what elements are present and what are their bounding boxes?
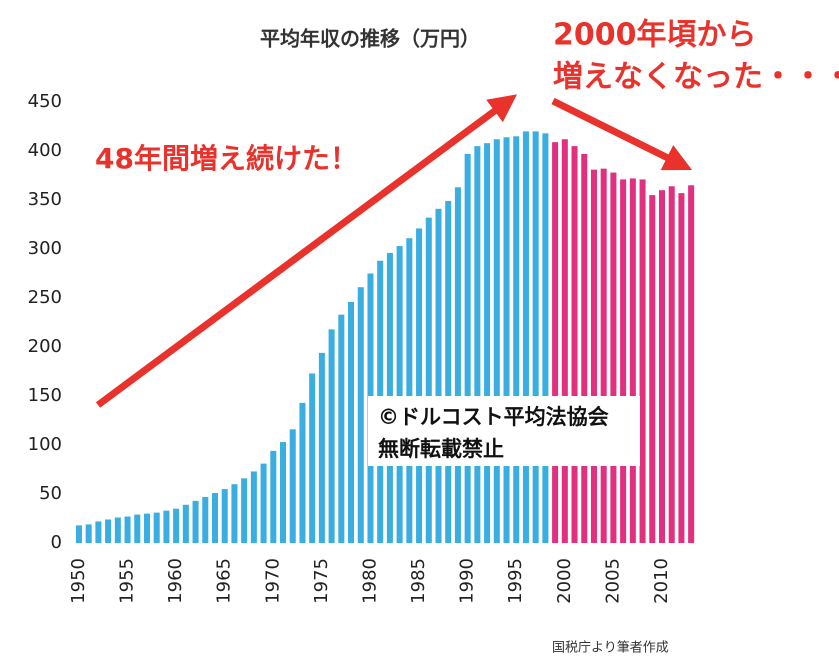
y-tick-label: 450 bbox=[28, 91, 62, 112]
source: 国税庁より筆者作成 bbox=[552, 641, 669, 656]
bar bbox=[280, 442, 287, 543]
bar bbox=[590, 169, 597, 543]
bar bbox=[542, 133, 549, 544]
bar bbox=[503, 137, 510, 543]
bar bbox=[338, 314, 345, 543]
bar bbox=[163, 510, 170, 543]
bar bbox=[561, 139, 568, 544]
bar bbox=[153, 512, 160, 543]
x-tick-label: 1960 bbox=[165, 558, 186, 604]
bar bbox=[211, 493, 219, 543]
annotation: 48年間増え続けた！ bbox=[95, 142, 358, 175]
bar bbox=[270, 450, 277, 543]
x-tick-label: 2005 bbox=[602, 558, 623, 604]
y-tick-label: 400 bbox=[28, 140, 62, 161]
bar bbox=[532, 131, 539, 543]
bar bbox=[416, 228, 423, 544]
y-tick-label: 50 bbox=[39, 483, 62, 504]
x-tick-label: 1965 bbox=[214, 558, 235, 604]
x-tick-label: 1980 bbox=[359, 558, 380, 604]
bar bbox=[649, 195, 656, 543]
bar bbox=[493, 139, 500, 544]
x-tick-label: 1975 bbox=[311, 558, 332, 604]
bar bbox=[425, 217, 432, 543]
bar bbox=[474, 146, 481, 543]
bar bbox=[406, 238, 413, 543]
x-tick-label: 1955 bbox=[117, 558, 138, 604]
bar bbox=[688, 185, 695, 544]
y-tick-label: 0 bbox=[51, 532, 62, 553]
x-tick-label: 1970 bbox=[262, 558, 283, 604]
arrow bbox=[95, 94, 517, 408]
chart-title: 平均年収の推移（万円） bbox=[260, 27, 480, 51]
y-tick-label: 200 bbox=[28, 336, 62, 357]
bar bbox=[445, 200, 452, 544]
y-tick-label: 350 bbox=[28, 189, 62, 210]
bar bbox=[260, 463, 267, 543]
bar bbox=[299, 402, 306, 543]
bar bbox=[85, 524, 92, 543]
y-tick-label: 100 bbox=[28, 434, 62, 455]
y-tick-label: 150 bbox=[28, 385, 62, 406]
x-tick-label: 1995 bbox=[505, 558, 526, 604]
bar bbox=[620, 179, 627, 544]
bar bbox=[202, 496, 209, 543]
watermark: 無断転載禁止 bbox=[378, 437, 504, 461]
bar bbox=[610, 172, 617, 543]
bar bbox=[668, 186, 675, 543]
bar bbox=[143, 513, 150, 543]
x-tick-label: 1990 bbox=[457, 558, 478, 604]
bar bbox=[571, 146, 578, 543]
bar bbox=[435, 208, 442, 543]
bar bbox=[309, 373, 316, 543]
bar bbox=[522, 131, 529, 543]
bar bbox=[581, 153, 588, 543]
bar bbox=[95, 521, 102, 543]
y-tick-label: 250 bbox=[28, 287, 62, 308]
x-tick-label: 1950 bbox=[68, 558, 89, 604]
x-tick-label: 2010 bbox=[651, 558, 672, 604]
bar bbox=[513, 136, 520, 544]
bar bbox=[454, 187, 461, 543]
bar bbox=[231, 484, 238, 543]
bar bbox=[105, 519, 112, 543]
bar bbox=[348, 301, 355, 543]
annotation: 2000年頃から bbox=[553, 18, 757, 53]
bar bbox=[328, 329, 335, 543]
bar bbox=[173, 508, 180, 543]
bar bbox=[250, 471, 257, 543]
x-tick-label: 1985 bbox=[408, 558, 429, 604]
y-tick-label: 300 bbox=[28, 238, 62, 259]
bar bbox=[678, 193, 685, 543]
bar bbox=[484, 143, 491, 543]
arrow bbox=[551, 97, 693, 171]
bar bbox=[192, 500, 199, 543]
bar bbox=[289, 429, 296, 543]
bar bbox=[639, 179, 646, 544]
bar bbox=[221, 489, 228, 543]
bar bbox=[396, 246, 403, 543]
bar bbox=[114, 517, 121, 543]
bar bbox=[318, 352, 325, 543]
bar bbox=[75, 525, 82, 543]
bar bbox=[124, 516, 131, 543]
bar bbox=[182, 504, 189, 543]
bar bbox=[464, 153, 471, 543]
watermark: ©ドルコスト平均法協会 bbox=[378, 405, 609, 429]
bar bbox=[241, 478, 248, 543]
bar bbox=[600, 168, 607, 543]
bar bbox=[134, 514, 141, 543]
x-tick-label: 2000 bbox=[554, 558, 575, 604]
bar bbox=[552, 142, 559, 543]
bar bbox=[629, 178, 636, 543]
annotation: 増えなくなった・・・ bbox=[553, 60, 839, 95]
bar bbox=[658, 190, 666, 543]
watermark-box bbox=[368, 396, 640, 466]
bar bbox=[357, 287, 364, 543]
